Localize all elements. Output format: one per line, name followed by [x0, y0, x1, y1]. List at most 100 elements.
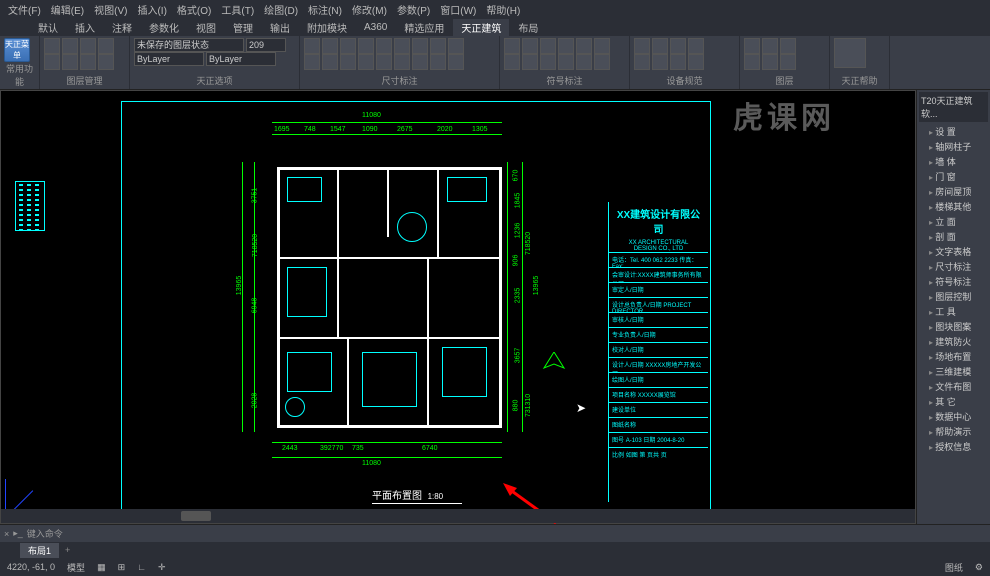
- ribbon-button[interactable]: [80, 38, 96, 54]
- ribbon-button[interactable]: [412, 54, 428, 70]
- sp-data[interactable]: 数据中心: [919, 409, 988, 424]
- tab-tangent[interactable]: 天正建筑: [453, 19, 509, 36]
- tab-param[interactable]: 参数化: [141, 19, 187, 36]
- ribbon-button[interactable]: [376, 38, 392, 54]
- sp-wall[interactable]: 墙 体: [919, 154, 988, 169]
- tab-output[interactable]: 输出: [262, 19, 298, 36]
- sp-3d[interactable]: 三维建模: [919, 364, 988, 379]
- ribbon-button[interactable]: [670, 54, 686, 70]
- sp-site[interactable]: 场地布置: [919, 349, 988, 364]
- tab-layout[interactable]: 布局: [510, 19, 546, 36]
- ribbon-button[interactable]: [744, 38, 760, 54]
- sb-model[interactable]: 模型: [64, 561, 88, 574]
- drawing-canvas[interactable]: 虎课网 11080 1695 748 1547 1090 2675 2020 1…: [0, 90, 916, 524]
- ribbon-button[interactable]: [834, 38, 866, 68]
- sp-tool[interactable]: 工 具: [919, 304, 988, 319]
- sp-layer[interactable]: 图层控制: [919, 289, 988, 304]
- ribbon-button[interactable]: [358, 54, 374, 70]
- ribbon-button[interactable]: [594, 38, 610, 54]
- ribbon-button[interactable]: [634, 54, 650, 70]
- tab-annotate[interactable]: 注释: [104, 19, 140, 36]
- ribbon-button[interactable]: [304, 38, 320, 54]
- ribbon-button[interactable]: [98, 38, 114, 54]
- sp-room[interactable]: 房间屋顶: [919, 184, 988, 199]
- ribbon-button[interactable]: [688, 38, 704, 54]
- ribbon-button[interactable]: [540, 54, 556, 70]
- menu-format[interactable]: 格式(O): [173, 2, 215, 17]
- layout-tab[interactable]: 布局1: [20, 543, 59, 558]
- ribbon-button[interactable]: [304, 54, 320, 70]
- sp-axis[interactable]: 轴网柱子: [919, 139, 988, 154]
- ribbon-button[interactable]: [634, 38, 650, 54]
- menu-draw[interactable]: 绘图(D): [260, 2, 302, 17]
- sp-block[interactable]: 图块图案: [919, 319, 988, 334]
- ribbon-button[interactable]: [594, 54, 610, 70]
- ribbon-button[interactable]: [762, 54, 778, 70]
- sp-file[interactable]: 文件布图: [919, 379, 988, 394]
- ribbon-button[interactable]: [430, 38, 446, 54]
- tab-addon[interactable]: 附加模块: [299, 19, 355, 36]
- ribbon-button[interactable]: [358, 38, 374, 54]
- sb-polar[interactable]: ✛: [155, 562, 169, 573]
- menu-modify[interactable]: 修改(M): [348, 2, 391, 17]
- tangent-menu-button[interactable]: 天正菜单: [4, 38, 30, 62]
- ribbon-button[interactable]: [394, 54, 410, 70]
- tab-manage[interactable]: 管理: [225, 19, 261, 36]
- ribbon-button[interactable]: [522, 38, 538, 54]
- sp-stair[interactable]: 楼梯其他: [919, 199, 988, 214]
- add-tab-button[interactable]: +: [61, 545, 74, 555]
- ribbon-button[interactable]: [322, 54, 338, 70]
- menu-file[interactable]: 文件(F): [4, 2, 45, 17]
- sp-dim[interactable]: 尺寸标注: [919, 259, 988, 274]
- menu-help[interactable]: 帮助(H): [482, 2, 524, 17]
- ribbon-button[interactable]: [322, 38, 338, 54]
- command-line[interactable]: ×▸_键入命令: [0, 524, 990, 542]
- ribbon-button[interactable]: [98, 54, 114, 70]
- ribbon-button[interactable]: [376, 54, 392, 70]
- ribbon-button[interactable]: [652, 38, 668, 54]
- sp-other[interactable]: 其 它: [919, 394, 988, 409]
- ribbon-button[interactable]: [62, 38, 78, 54]
- ribbon-button[interactable]: [448, 38, 464, 54]
- ribbon-button[interactable]: [780, 38, 796, 54]
- tab-insert[interactable]: 插入: [67, 19, 103, 36]
- ribbon-button[interactable]: [62, 54, 78, 70]
- sb-grid[interactable]: ▦: [94, 562, 109, 573]
- sp-symbol[interactable]: 符号标注: [919, 274, 988, 289]
- ribbon-button[interactable]: [688, 54, 704, 70]
- tab-featured[interactable]: 精选应用: [396, 19, 452, 36]
- sp-help[interactable]: 帮助演示: [919, 424, 988, 439]
- sp-text[interactable]: 文字表格: [919, 244, 988, 259]
- ribbon-button[interactable]: [448, 54, 464, 70]
- ribbon-button[interactable]: [44, 54, 60, 70]
- ribbon-button[interactable]: [80, 54, 96, 70]
- ribbon-button[interactable]: [412, 38, 428, 54]
- menu-window[interactable]: 窗口(W): [436, 2, 480, 17]
- menu-edit[interactable]: 编辑(E): [47, 2, 88, 17]
- ribbon-button[interactable]: [44, 38, 60, 54]
- layer-state-selector[interactable]: 未保存的图层状态: [134, 38, 244, 52]
- ribbon-button[interactable]: [744, 54, 760, 70]
- ribbon-button[interactable]: [576, 38, 592, 54]
- tab-default[interactable]: 默认: [30, 19, 66, 36]
- sp-section[interactable]: 剖 面: [919, 229, 988, 244]
- tab-a360[interactable]: A360: [356, 21, 395, 34]
- h-scrollbar[interactable]: [1, 509, 915, 523]
- ribbon-button[interactable]: [340, 38, 356, 54]
- menu-param[interactable]: 参数(P): [393, 2, 434, 17]
- sb-ortho[interactable]: ∟: [134, 562, 149, 572]
- sp-fire[interactable]: 建筑防火: [919, 334, 988, 349]
- ribbon-button[interactable]: [504, 54, 520, 70]
- tab-view[interactable]: 视图: [188, 19, 224, 36]
- ribbon-button[interactable]: [340, 54, 356, 70]
- menu-insert[interactable]: 插入(I): [133, 2, 170, 17]
- ribbon-button[interactable]: [540, 38, 556, 54]
- ribbon-button[interactable]: [394, 38, 410, 54]
- ribbon-button[interactable]: [558, 54, 574, 70]
- sp-door[interactable]: 门 窗: [919, 169, 988, 184]
- sp-license[interactable]: 授权信息: [919, 439, 988, 454]
- menu-tools[interactable]: 工具(T): [217, 2, 258, 17]
- sb-snap[interactable]: ⊞: [115, 562, 129, 573]
- ribbon-button[interactable]: [780, 54, 796, 70]
- ribbon-button[interactable]: [652, 54, 668, 70]
